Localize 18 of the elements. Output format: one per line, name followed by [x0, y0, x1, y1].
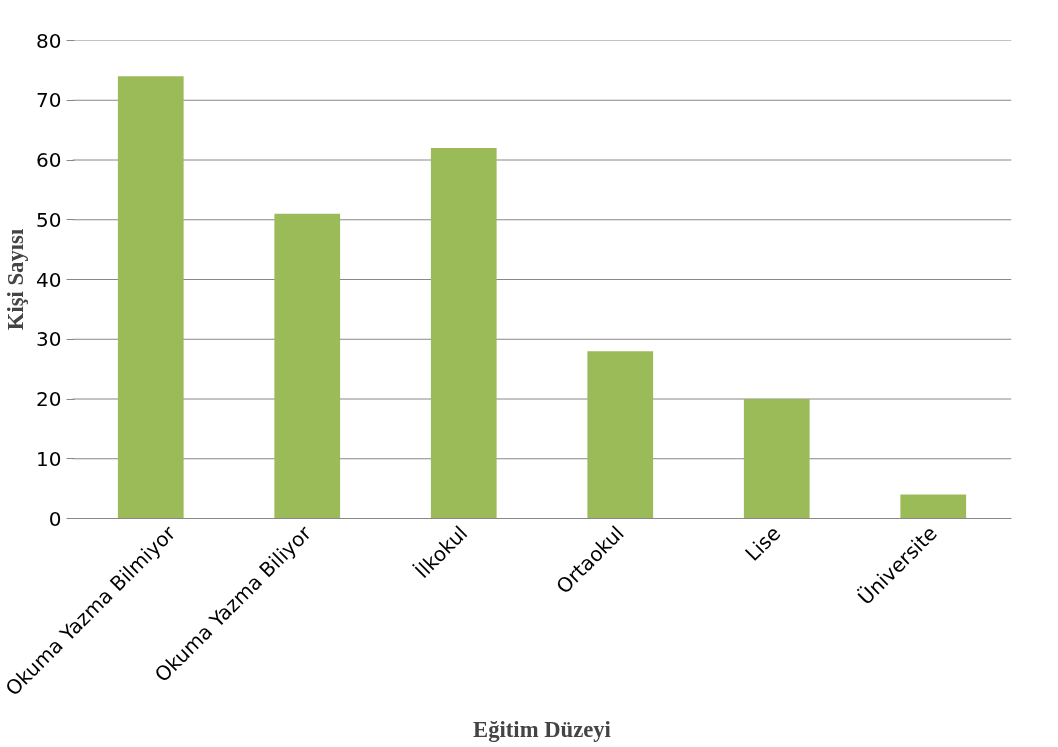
- y-axis-title: Kişi Sayısı: [3, 228, 29, 331]
- bar: [274, 213, 341, 519]
- bar: [117, 76, 184, 519]
- y-tick-label: 70: [36, 88, 62, 113]
- bar: [430, 148, 497, 519]
- bar: [900, 494, 967, 519]
- y-tick-label: 10: [36, 446, 62, 471]
- y-tick-label: 50: [36, 207, 62, 232]
- bar: [743, 399, 810, 519]
- y-tick-label: 60: [36, 148, 62, 172]
- y-tick-label: 20: [36, 387, 62, 411]
- y-tick-label: 30: [36, 327, 62, 352]
- x-axis-title: Eğitim Düzeyi: [473, 717, 611, 743]
- bar: [587, 351, 654, 519]
- y-tick-label: 0: [48, 506, 62, 531]
- y-tick-label: 40: [36, 267, 62, 292]
- y-tick-label: 80: [36, 28, 62, 53]
- x-tick-label: Lise: [740, 521, 786, 566]
